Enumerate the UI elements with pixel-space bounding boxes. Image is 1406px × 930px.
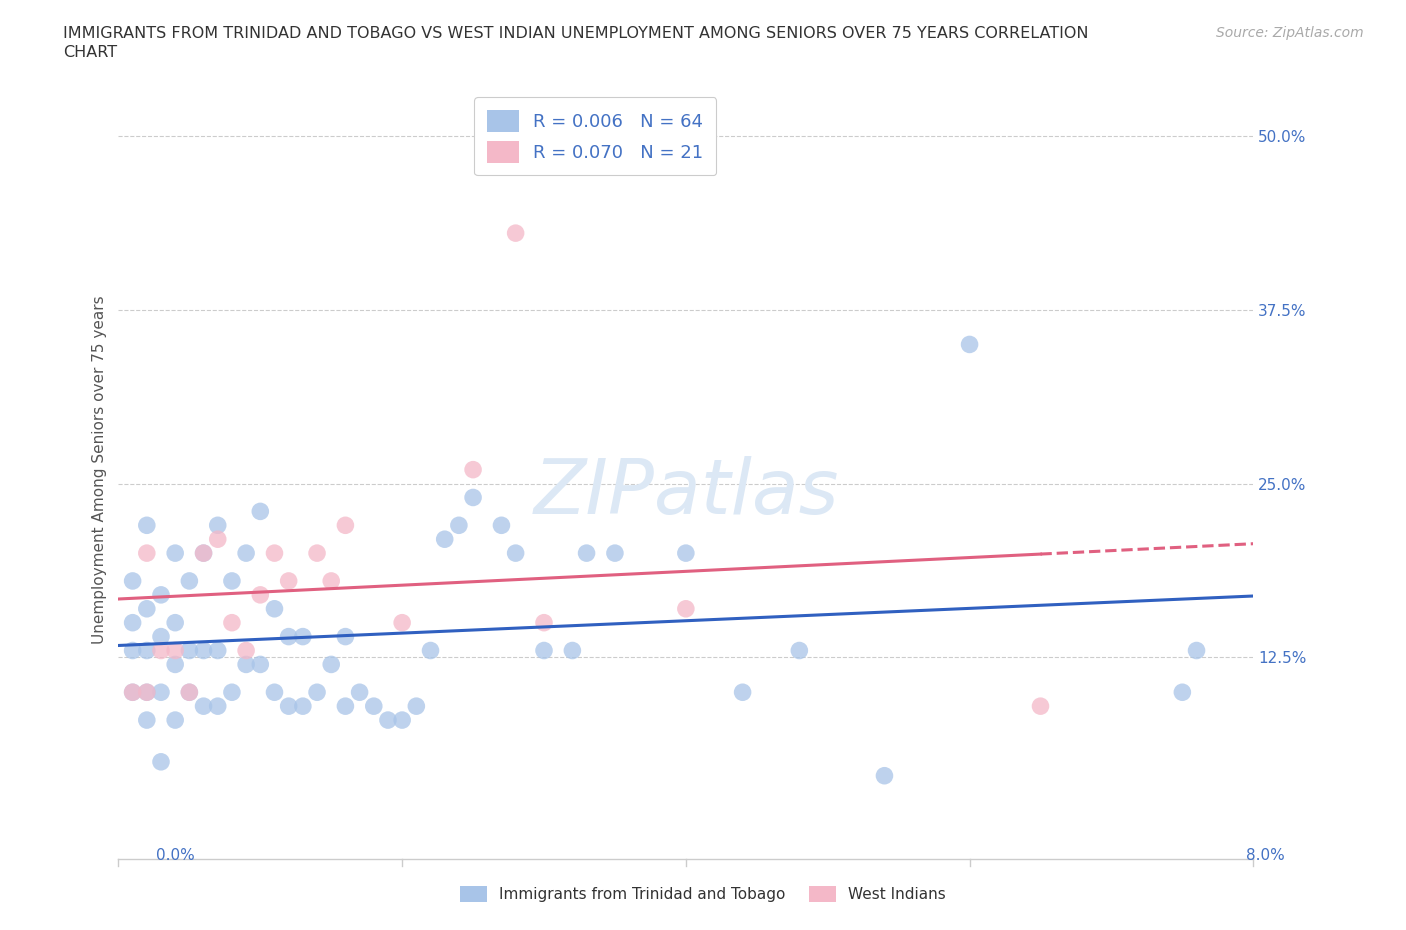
Point — [291, 630, 314, 644]
Point — [405, 698, 427, 713]
Point — [207, 532, 229, 547]
Point — [207, 518, 229, 533]
Point — [603, 546, 626, 561]
Point — [505, 226, 527, 241]
Point — [135, 518, 157, 533]
Point — [165, 712, 187, 727]
Text: Source: ZipAtlas.com: Source: ZipAtlas.com — [1216, 26, 1364, 40]
Point — [575, 546, 598, 561]
Point — [321, 657, 343, 671]
Point — [165, 616, 187, 631]
Point — [461, 462, 484, 477]
Point — [207, 698, 229, 713]
Point — [491, 518, 513, 533]
Point — [291, 698, 314, 713]
Point — [121, 574, 143, 589]
Point — [193, 698, 215, 713]
Point — [121, 684, 143, 699]
Point — [1185, 643, 1208, 658]
Point — [277, 698, 299, 713]
Point — [447, 518, 470, 533]
Point — [263, 684, 285, 699]
Point — [150, 754, 173, 769]
Point — [150, 588, 173, 603]
Point — [1029, 698, 1052, 713]
Point — [391, 712, 413, 727]
Point — [277, 630, 299, 644]
Point — [150, 684, 173, 699]
Point — [433, 532, 456, 547]
Text: 0.0%: 0.0% — [156, 848, 195, 863]
Point — [561, 643, 583, 658]
Point — [179, 684, 201, 699]
Point — [135, 643, 157, 658]
Point — [461, 490, 484, 505]
Point — [675, 546, 697, 561]
Point — [1171, 684, 1194, 699]
Point — [789, 643, 811, 658]
Point — [391, 616, 413, 631]
Point — [533, 643, 555, 658]
Point — [305, 684, 328, 699]
Point — [179, 684, 201, 699]
Point — [165, 643, 187, 658]
Point — [165, 657, 187, 671]
Point — [193, 643, 215, 658]
Point — [419, 643, 441, 658]
Point — [249, 504, 271, 519]
Point — [731, 684, 754, 699]
Point — [675, 602, 697, 617]
Point — [335, 630, 357, 644]
Point — [533, 616, 555, 631]
Point — [135, 684, 157, 699]
Point — [179, 574, 201, 589]
Point — [263, 546, 285, 561]
Point — [221, 574, 243, 589]
Point — [135, 546, 157, 561]
Point — [249, 657, 271, 671]
Point — [363, 698, 385, 713]
Legend: R = 0.006   N = 64, R = 0.070   N = 21: R = 0.006 N = 64, R = 0.070 N = 21 — [474, 97, 716, 175]
Point — [873, 768, 896, 783]
Point — [321, 574, 343, 589]
Legend: Immigrants from Trinidad and Tobago, West Indians: Immigrants from Trinidad and Tobago, Wes… — [454, 880, 952, 909]
Point — [150, 643, 173, 658]
Point — [121, 643, 143, 658]
Point — [221, 616, 243, 631]
Point — [959, 337, 981, 352]
Text: 8.0%: 8.0% — [1246, 848, 1285, 863]
Point — [263, 602, 285, 617]
Point — [235, 657, 257, 671]
Point — [505, 546, 527, 561]
Point — [335, 698, 357, 713]
Point — [135, 602, 157, 617]
Text: CHART: CHART — [63, 45, 117, 60]
Point — [121, 684, 143, 699]
Point — [207, 643, 229, 658]
Point — [349, 684, 371, 699]
Point — [221, 684, 243, 699]
Point — [335, 518, 357, 533]
Point — [135, 684, 157, 699]
Text: ZIPatlas: ZIPatlas — [533, 456, 838, 530]
Point — [235, 643, 257, 658]
Point — [235, 546, 257, 561]
Point — [121, 616, 143, 631]
Point — [135, 712, 157, 727]
Point — [377, 712, 399, 727]
Point — [193, 546, 215, 561]
Point — [193, 546, 215, 561]
Point — [165, 546, 187, 561]
Point — [305, 546, 328, 561]
Point — [277, 574, 299, 589]
Y-axis label: Unemployment Among Seniors over 75 years: Unemployment Among Seniors over 75 years — [93, 296, 107, 644]
Point — [179, 643, 201, 658]
Point — [150, 630, 173, 644]
Point — [249, 588, 271, 603]
Text: IMMIGRANTS FROM TRINIDAD AND TOBAGO VS WEST INDIAN UNEMPLOYMENT AMONG SENIORS OV: IMMIGRANTS FROM TRINIDAD AND TOBAGO VS W… — [63, 26, 1088, 41]
